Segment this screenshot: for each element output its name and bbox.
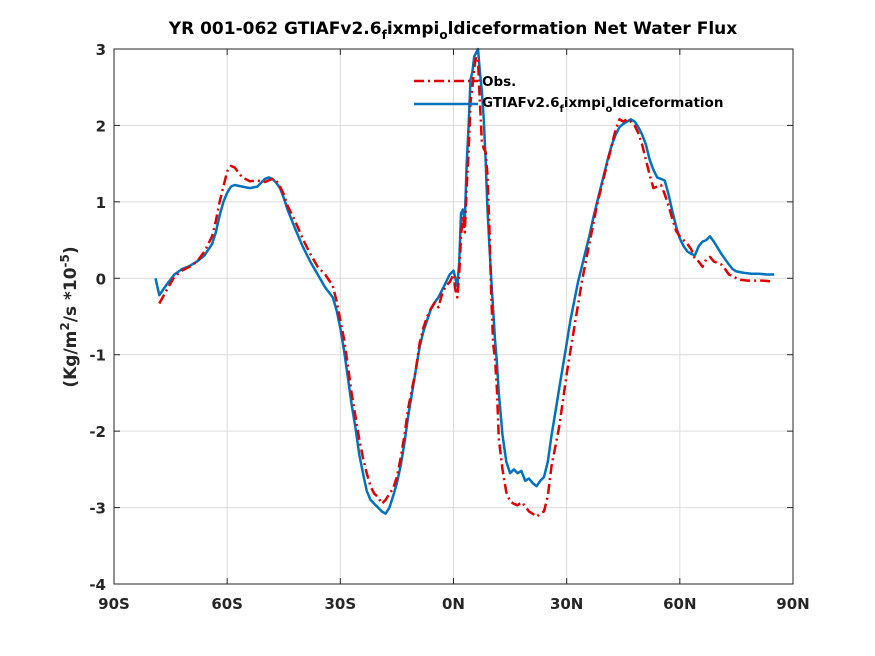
y-tick-label: -4 xyxy=(89,576,106,594)
ticks: 90S 60S 30S 0N 30N 60N 90N -4 -3 -2 -1 0 1 2 3 xyxy=(89,41,809,613)
x-tick-label: 60S xyxy=(211,595,243,613)
legend: Obs. GTIAFv2.6fixmpioldiceformation xyxy=(414,74,723,115)
y-tick-label: 1 xyxy=(96,194,106,212)
x-tick-label: 90N xyxy=(776,595,809,613)
legend-label-obs: Obs. xyxy=(482,74,516,90)
series-layer xyxy=(154,47,775,518)
series-line-model xyxy=(154,47,775,515)
x-tick-label: 30S xyxy=(324,595,356,613)
x-tick-label: 60N xyxy=(663,595,696,613)
x-tick-label: 0N xyxy=(442,595,465,613)
y-tick-label: 2 xyxy=(96,117,106,135)
y-tick-label: -2 xyxy=(89,423,106,441)
y-tick-label: 3 xyxy=(96,41,106,59)
y-tick-label: 0 xyxy=(96,270,106,288)
y-tick-label: -1 xyxy=(89,347,106,365)
x-tick-label: 30N xyxy=(550,595,583,613)
y-tick-label: -3 xyxy=(89,500,106,518)
x-tick-label: 90S xyxy=(98,595,130,613)
legend-label-model: GTIAFv2.6fixmpioldiceformation xyxy=(482,95,723,115)
y-axis-label: (Kg/m2/s *10-5) xyxy=(58,246,81,387)
series-line-obs xyxy=(158,55,771,518)
chart-title: YR 001-062 GTIAFv2.6fixmpioldiceformatio… xyxy=(168,19,737,42)
